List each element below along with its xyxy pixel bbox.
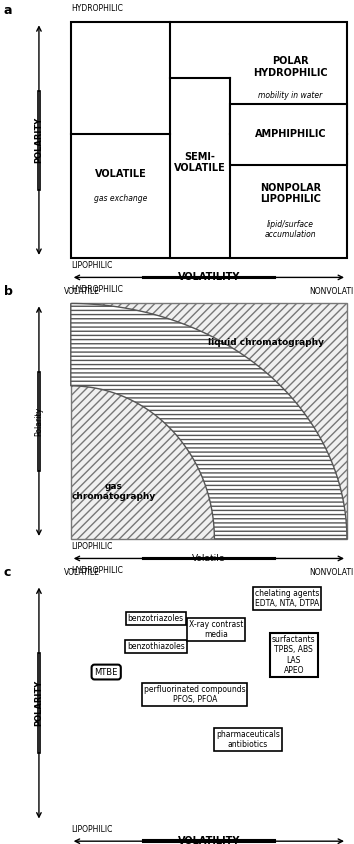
- Bar: [230, 104, 347, 165]
- Bar: [38, 90, 40, 190]
- Text: b: b: [4, 285, 12, 298]
- Text: VOLATILE: VOLATILE: [63, 568, 99, 577]
- Text: SEMI-
VOLATILE: SEMI- VOLATILE: [174, 152, 226, 173]
- Text: gas exchange: gas exchange: [94, 194, 147, 203]
- Bar: [71, 304, 347, 538]
- Bar: [143, 558, 275, 560]
- Text: NONPOLAR
LIPOPHILIC: NONPOLAR LIPOPHILIC: [260, 182, 321, 204]
- Bar: [38, 653, 40, 753]
- Text: POLAR
HYDROPHILIC: POLAR HYDROPHILIC: [253, 57, 327, 78]
- Text: VOLATILITY: VOLATILITY: [178, 836, 240, 844]
- Bar: [38, 371, 40, 471]
- Polygon shape: [71, 304, 347, 538]
- Text: surfactants
TPBS, ABS
LAS
APEO: surfactants TPBS, ABS LAS APEO: [272, 635, 316, 675]
- Text: LIPOPHILIC: LIPOPHILIC: [71, 262, 112, 270]
- Text: VOLATILE: VOLATILE: [95, 169, 146, 179]
- Text: liquid chromatography: liquid chromatography: [207, 338, 324, 347]
- Bar: [71, 23, 347, 257]
- Text: AMPHIPHILIC: AMPHIPHILIC: [255, 129, 326, 139]
- Text: VOLATILITY: VOLATILITY: [178, 273, 240, 283]
- Text: HYDROPHILIC: HYDROPHILIC: [71, 566, 123, 576]
- Text: benzotriazoles: benzotriazoles: [128, 614, 184, 623]
- Text: POLARITY: POLARITY: [34, 117, 44, 163]
- Text: HYDROPHILIC: HYDROPHILIC: [71, 4, 123, 14]
- Text: lipid/surface
accumulation: lipid/surface accumulation: [264, 220, 316, 240]
- Text: chelating agents
EDTA, NTA, DTPA: chelating agents EDTA, NTA, DTPA: [255, 589, 319, 609]
- Text: POLARITY: POLARITY: [34, 680, 44, 726]
- Bar: [143, 841, 275, 842]
- Text: NONVOLATILE: NONVOLATILE: [310, 287, 354, 296]
- Text: LIPOPHILIC: LIPOPHILIC: [71, 543, 112, 551]
- Text: c: c: [4, 566, 11, 579]
- Text: pharmaceuticals
antibiotics: pharmaceuticals antibiotics: [216, 730, 280, 749]
- Text: LIPOPHILIC: LIPOPHILIC: [71, 825, 112, 834]
- Text: a: a: [4, 4, 12, 17]
- Text: MTBE: MTBE: [95, 668, 118, 677]
- Text: HYDROPHILIC: HYDROPHILIC: [71, 285, 123, 295]
- Text: NONVOLATILE: NONVOLATILE: [310, 568, 354, 577]
- Text: perfluorinated compounds
PFOS, PFOA: perfluorinated compounds PFOS, PFOA: [144, 684, 246, 704]
- Text: mobility in water: mobility in water: [258, 91, 322, 100]
- Bar: [143, 277, 275, 279]
- Text: X-ray contrast
media: X-ray contrast media: [189, 620, 243, 640]
- Text: Polarity: Polarity: [34, 407, 44, 436]
- Text: VOLATILE: VOLATILE: [63, 287, 99, 296]
- Text: gas
chromatography: gas chromatography: [71, 482, 155, 500]
- Text: benzothiazoles: benzothiazoles: [127, 642, 185, 652]
- Text: Volatile: Volatile: [192, 554, 225, 563]
